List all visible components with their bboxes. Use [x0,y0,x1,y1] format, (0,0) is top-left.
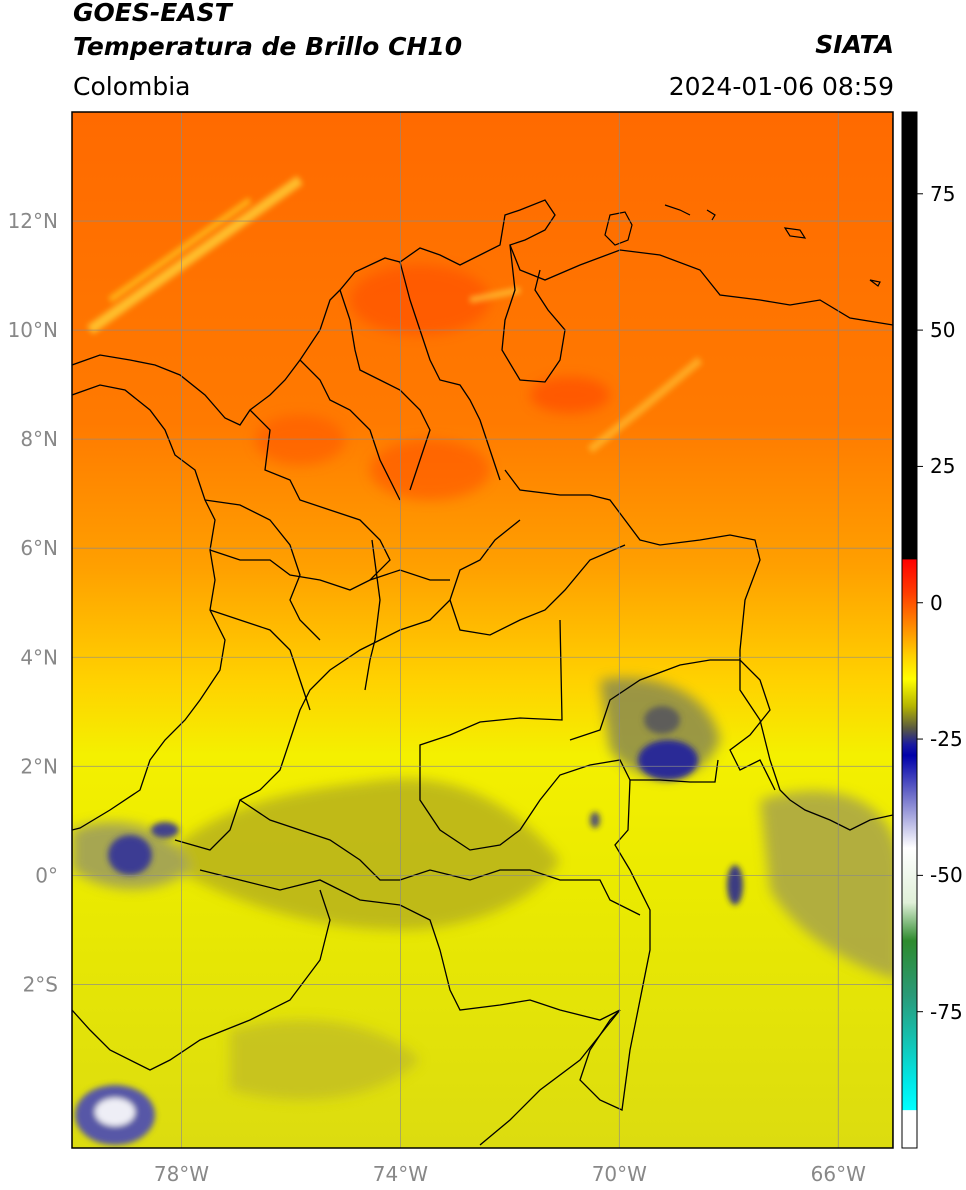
temperature-field [72,112,893,1148]
map-frame [71,111,894,1149]
region-label: Colombia [73,72,191,101]
lon-tick-label: 78°W [154,1162,209,1186]
lat-tick-label: 8°N [20,427,58,451]
cold-cloud-tops [75,706,743,1145]
lat-tick-label: 2°S [23,972,58,996]
lat-tick-label: 12°N [8,209,58,233]
lon-tick-label: 66°W [811,1162,866,1186]
source-label: SIATA [815,30,894,59]
colorbar-tick-label: 25 [930,454,956,479]
lat-tick-label: 10°N [8,318,58,342]
colorbar-gradient [902,112,917,1148]
title-line-1: GOES-EAST [73,0,232,27]
lat-tick-labels: 12°N 10°N 8°N 6°N 4°N 2°N 0° 2°S [8,209,58,996]
lon-tick-labels: 78°W 74°W 70°W 66°W [154,1162,866,1186]
lon-tick-label: 70°W [592,1162,647,1186]
gridlines [72,112,893,1148]
lat-tick-label: 0° [35,863,58,887]
lon-tick-label: 74°W [373,1162,428,1186]
colorbar-frame [901,111,918,1149]
lat-tick-label: 4°N [20,645,58,669]
colorbar-tick-label: -75 [930,999,963,1024]
colorbar-tick-label: 0 [930,590,943,615]
datetime-label: 2024-01-06 08:59 [668,72,894,101]
map-plot-area [72,112,893,1148]
coastlines-and-borders [72,118,893,1148]
colorbar-tick-label: 50 [930,318,956,343]
title-line-2: Temperatura de Brillo CH10 [73,32,463,61]
colorbar-tick-label: -25 [930,727,963,752]
colorbar-ticks [917,193,923,1013]
islands [604,204,881,287]
colorbar-tick-label: 75 [930,181,956,206]
lat-tick-label: 2°N [20,754,58,778]
lat-tick-label: 6°N [20,536,58,560]
cirrus-streaks [87,175,703,454]
colorbar-tick-label: -50 [930,863,963,888]
colorbar [901,111,923,1149]
